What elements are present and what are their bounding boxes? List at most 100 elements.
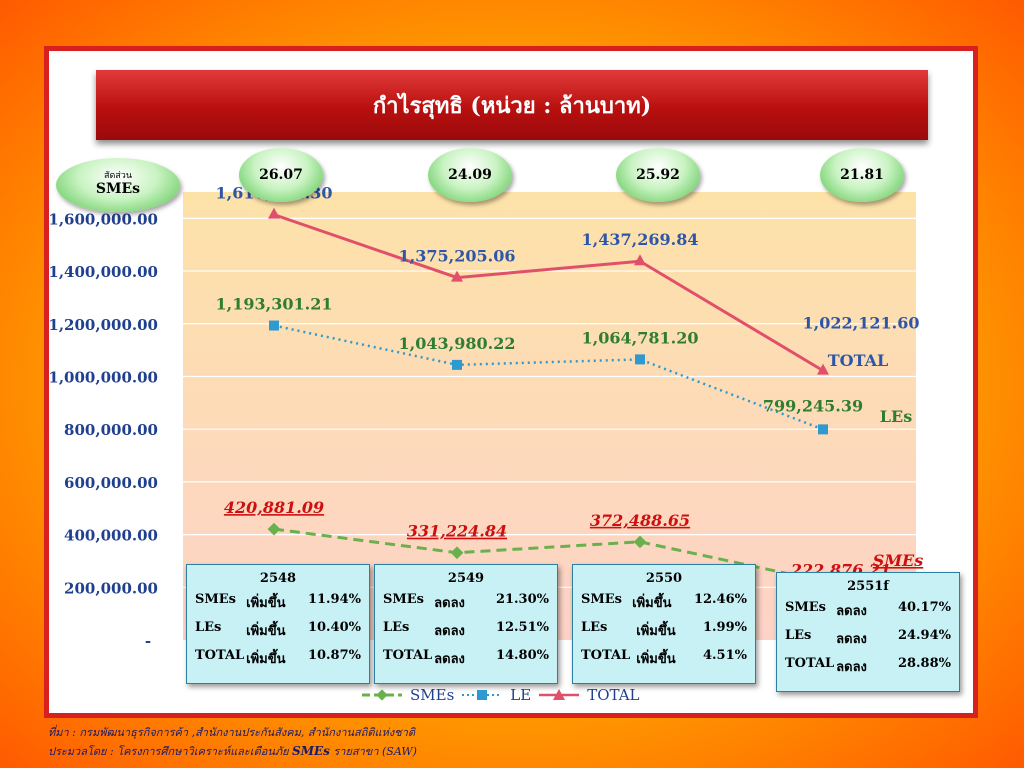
- cell: เพิ่มขึ้น: [632, 596, 672, 611]
- series-line-total: [273, 213, 824, 372]
- year-box-row: SMEs ลดลง 40.17%: [785, 600, 951, 621]
- data-point-le: [818, 424, 828, 435]
- data-label-le: 799,245.39: [763, 396, 863, 415]
- legend-total-swatch: [539, 689, 580, 700]
- series-end-tag-le: LEs: [880, 407, 912, 426]
- year-box-row: LEs ลดลง 24.94%: [785, 628, 951, 649]
- chart-title-text: กำไรสุทธิ (หน่วย : ล้านบาท): [372, 92, 652, 119]
- chart-legend: SMEs LE TOTAL: [360, 686, 640, 704]
- data-point-total: [634, 254, 646, 266]
- cell: 24.94%: [897, 628, 951, 643]
- cell: 1.99%: [702, 620, 747, 635]
- data-point-total: [268, 207, 280, 219]
- data-point-le: [269, 320, 279, 331]
- year-box-2548: 2548 SMEs เพิ่มขึ้น 11.94% LEs เพิ่มขึ้น 10.…: [186, 564, 370, 684]
- cell: เพิ่มขึ้น: [246, 596, 286, 611]
- year-box-year: 2550: [645, 571, 683, 586]
- legend-smes-swatch: [362, 689, 402, 701]
- cell: 10.87%: [307, 648, 361, 663]
- cell: 12.46%: [693, 592, 747, 607]
- y-tick-label: 600,000.00: [64, 474, 158, 492]
- cell: SMEs: [785, 600, 827, 615]
- year-box-2551f: 2551f SMEs ลดลง 40.17% LEs ลดลง 24.94% TOTAL…: [776, 572, 960, 692]
- cell: 11.94%: [307, 592, 361, 607]
- ratio-value: 26.07: [259, 167, 303, 183]
- cell: LEs: [785, 628, 812, 643]
- source-line-2-prefix: ประมวลโดย : โครงการศึกษาวิเคราะห์และเตือ…: [48, 745, 289, 758]
- data-label-le: 1,064,781.20: [582, 328, 699, 347]
- cell: LEs: [383, 620, 410, 635]
- y-tick-label: 400,000.00: [64, 527, 158, 545]
- year-box-year: 2551f: [847, 579, 889, 594]
- source-line-2: ประมวลโดย : โครงการศึกษาวิเคราะห์และเตือ…: [48, 742, 417, 761]
- y-tick-label: 1,000,000.00: [48, 368, 158, 386]
- data-label-smes: 420,881.09: [224, 498, 324, 517]
- y-tick-label: 1,200,000.00: [48, 316, 158, 334]
- ratio-badge-2551f: 21.81: [820, 148, 904, 202]
- cell: ลดลง: [434, 624, 465, 639]
- year-box-row: LEs เพิ่มขึ้น 1.99%: [581, 620, 747, 641]
- cell: ลดลง: [836, 660, 867, 675]
- legend-total-label: TOTAL: [587, 686, 640, 704]
- ratio-value: 21.81: [840, 167, 884, 183]
- data-label-smes: 372,488.65: [590, 511, 690, 530]
- cell: TOTAL: [581, 648, 631, 663]
- data-point-le: [452, 359, 462, 370]
- cell: 28.88%: [897, 656, 951, 671]
- year-box-row: SMEs เพิ่มขึ้น 12.46%: [581, 592, 747, 613]
- cell: LEs: [195, 620, 222, 635]
- cell: 4.51%: [702, 648, 747, 663]
- cell: SMEs: [195, 592, 237, 607]
- y-tick-label: 1,400,000.00: [48, 263, 158, 281]
- cell: TOTAL: [785, 656, 835, 671]
- legend-smes-label: SMEs: [410, 686, 455, 704]
- source-line-2-emph: SMEs: [292, 744, 330, 758]
- legend-le-swatch: [462, 690, 503, 700]
- y-tick-label: 1,600,000.00: [48, 210, 158, 228]
- y-tick-label: 800,000.00: [64, 421, 158, 439]
- ratio-badge-2548: 26.07: [239, 148, 323, 202]
- ratio-value: 24.09: [448, 167, 492, 183]
- cell: 21.30%: [495, 592, 549, 607]
- cell: ลดลง: [836, 632, 867, 647]
- year-box-row: TOTAL ลดลง 14.80%: [383, 648, 549, 669]
- cell: 14.80%: [495, 648, 549, 663]
- data-label-total: 1,022,121.60: [803, 314, 920, 333]
- data-label-le: 1,043,980.22: [399, 334, 516, 353]
- data-point-total: [817, 363, 829, 375]
- cell: SMEs: [581, 592, 623, 607]
- cell: ลดลง: [434, 652, 465, 667]
- year-box-row: SMEs เพิ่มขึ้น 11.94%: [195, 592, 361, 613]
- y-tick-label: 200,000.00: [64, 579, 158, 597]
- data-label-total: 1,437,269.84: [582, 230, 699, 249]
- year-box-row: SMEs ลดลง 21.30%: [383, 592, 549, 613]
- source-line-2-suffix: รายสาขา (SAW): [333, 745, 417, 758]
- cell: 10.40%: [307, 620, 361, 635]
- legend-le-label: LE: [510, 686, 532, 704]
- year-box-row: LEs ลดลง 12.51%: [383, 620, 549, 641]
- cell: LEs: [581, 620, 608, 635]
- y-tick-label: -: [145, 632, 151, 650]
- ratio-badge-2550: 25.92: [616, 148, 700, 202]
- cell: 12.51%: [495, 620, 549, 635]
- cell: TOTAL: [383, 648, 433, 663]
- year-box-2549: 2549 SMEs ลดลง 21.30% LEs ลดลง 12.51% TOTAL ล…: [374, 564, 558, 684]
- cell: เพิ่มขึ้น: [636, 624, 676, 639]
- data-point-total: [451, 270, 463, 282]
- year-box-2550: 2550 SMEs เพิ่มขึ้น 12.46% LEs เพิ่มขึ้น 1.9…: [572, 564, 756, 684]
- cell: ลดลง: [836, 604, 867, 619]
- year-box-row: TOTAL เพิ่มขึ้น 4.51%: [581, 648, 747, 669]
- source-note: ที่มา : กรมพัฒนาธุรกิจการค้า ,สำนักงานปร…: [48, 724, 417, 761]
- cell: เพิ่มขึ้น: [636, 652, 676, 667]
- year-box-year: 2548: [259, 571, 297, 586]
- cell: 40.17%: [897, 600, 951, 615]
- smes-ratio-badge: สัดส่วน SMEs: [56, 158, 180, 212]
- chart-title: กำไรสุทธิ (หน่วย : ล้านบาท): [96, 70, 928, 140]
- data-label-le: 1,193,301.21: [216, 295, 333, 314]
- year-box-row: TOTAL เพิ่มขึ้น 10.87%: [195, 648, 361, 669]
- smes-ratio-small: สัดส่วน: [103, 171, 133, 182]
- cell: TOTAL: [195, 648, 245, 663]
- source-line-1: ที่มา : กรมพัฒนาธุรกิจการค้า ,สำนักงานปร…: [48, 726, 416, 739]
- year-box-row: TOTAL ลดลง 28.88%: [785, 656, 951, 677]
- data-label-smes: 331,224.84: [407, 522, 507, 541]
